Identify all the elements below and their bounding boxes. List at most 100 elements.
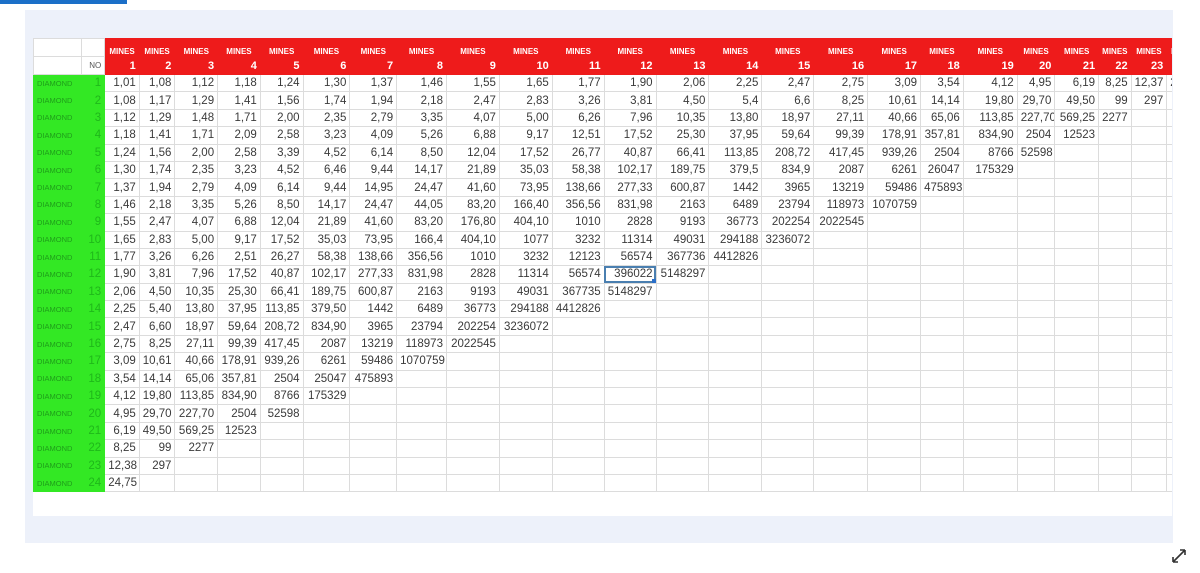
table-cell[interactable] (1130, 317, 1168, 336)
table-cell[interactable]: 2,47 (138, 213, 176, 232)
table-cell[interactable]: 1,71 (217, 108, 261, 128)
table-cell[interactable] (1098, 456, 1132, 475)
table-cell[interactable]: 834,90 (962, 126, 1018, 145)
table-cell[interactable]: 297 (138, 456, 176, 475)
table-cell[interactable] (1054, 195, 1100, 215)
table-cell[interactable]: 2,09 (217, 126, 261, 145)
table-cell[interactable] (962, 300, 1018, 319)
table-cell[interactable]: 9193 (655, 213, 710, 232)
row-label-diamond[interactable]: DIAMOND (33, 387, 82, 406)
header-mines-number[interactable]: 3 (174, 56, 219, 75)
table-cell[interactable]: 2,51 (217, 247, 261, 267)
table-cell[interactable]: 3,54 (104, 369, 140, 389)
table-cell[interactable]: 12,37 (1130, 73, 1168, 93)
header-mines-number[interactable]: 8 (396, 56, 447, 75)
table-cell[interactable] (708, 421, 763, 441)
table-cell[interactable]: 176,80 (445, 213, 500, 232)
table-cell[interactable]: 6,26 (551, 108, 605, 128)
table-cell[interactable]: 13,80 (174, 300, 219, 319)
table-cell[interactable]: 12,51 (551, 126, 605, 145)
table-cell[interactable]: 3965 (349, 317, 398, 336)
table-cell[interactable]: 8,25 (104, 439, 140, 458)
table-cell[interactable] (1098, 213, 1132, 232)
table-cell[interactable] (551, 334, 605, 354)
table-cell[interactable]: 113,85 (962, 108, 1018, 128)
table-cell[interactable] (867, 230, 922, 249)
table-cell[interactable] (962, 439, 1018, 458)
row-number[interactable]: 23 (80, 456, 106, 475)
table-cell[interactable]: 4,52 (259, 160, 304, 180)
table-cell[interactable]: 202254 (445, 317, 500, 336)
table-cell[interactable]: 357,81 (920, 126, 964, 145)
table-cell[interactable]: 66,41 (259, 282, 304, 302)
table-cell[interactable]: 9,44 (349, 160, 398, 180)
table-cell[interactable]: 99 (138, 439, 176, 458)
table-cell[interactable] (551, 473, 605, 493)
table-cell[interactable]: 1,24 (259, 73, 304, 93)
table-cell[interactable] (1054, 352, 1100, 371)
row-label-diamond[interactable]: DIAMOND (33, 230, 82, 249)
row-number[interactable]: 11 (80, 247, 106, 267)
table-cell[interactable]: 6,14 (349, 143, 398, 162)
table-cell[interactable]: 1,37 (104, 178, 140, 197)
table-cell[interactable] (603, 439, 657, 458)
table-cell[interactable]: 5,26 (217, 195, 261, 215)
header-mines-label[interactable]: MINES (1054, 38, 1100, 57)
table-cell[interactable] (498, 473, 553, 493)
table-cell[interactable]: 12,04 (445, 143, 500, 162)
table-cell[interactable] (1054, 160, 1100, 180)
table-cell[interactable]: 1,08 (104, 91, 140, 110)
table-cell[interactable]: 12523 (217, 421, 261, 441)
table-cell[interactable] (551, 317, 605, 336)
table-cell[interactable] (603, 317, 657, 336)
table-cell[interactable] (445, 473, 500, 493)
header-mines-number[interactable]: 1 (104, 56, 140, 75)
table-cell[interactable] (1166, 195, 1172, 215)
table-cell[interactable]: 24,47 (396, 178, 447, 197)
table-cell[interactable]: 3,81 (603, 91, 657, 110)
header-mines-label[interactable]: MINES (217, 38, 261, 57)
table-cell[interactable]: 1010 (551, 213, 605, 232)
row-number[interactable]: 18 (80, 369, 106, 389)
table-cell[interactable]: 9193 (445, 282, 500, 302)
table-cell[interactable]: 3,26 (138, 247, 176, 267)
table-cell[interactable] (551, 404, 605, 423)
table-cell[interactable]: 2828 (445, 265, 500, 284)
table-cell[interactable] (1098, 473, 1132, 493)
table-cell[interactable]: 29,70 (1016, 91, 1056, 110)
header-mines-number[interactable]: 18 (920, 56, 964, 75)
table-cell[interactable]: 4,07 (445, 108, 500, 128)
table-cell[interactable]: 189,75 (302, 282, 351, 302)
table-cell[interactable] (962, 387, 1018, 406)
table-cell[interactable]: 1,29 (174, 91, 219, 110)
table-cell[interactable]: 27,11 (813, 108, 869, 128)
table-cell[interactable] (655, 300, 710, 319)
table-cell[interactable] (1130, 230, 1168, 249)
table-cell[interactable] (1166, 334, 1172, 354)
table-cell[interactable] (867, 300, 922, 319)
row-label-diamond[interactable]: DIAMOND (33, 160, 82, 180)
table-cell[interactable]: 52598 (259, 404, 304, 423)
table-cell[interactable]: 1,94 (138, 178, 176, 197)
table-cell[interactable] (1130, 108, 1168, 128)
header-mines-number[interactable]: 15 (761, 56, 815, 75)
table-cell[interactable]: 8,25 (1098, 73, 1132, 93)
table-cell[interactable] (962, 473, 1018, 493)
table-cell[interactable] (1054, 143, 1100, 162)
table-cell[interactable] (761, 439, 815, 458)
table-cell[interactable]: 4,12 (104, 387, 140, 406)
table-cell[interactable] (396, 439, 447, 458)
table-cell[interactable] (1098, 352, 1132, 371)
table-cell[interactable] (259, 421, 304, 441)
table-cell[interactable] (1130, 421, 1168, 441)
table-cell[interactable]: 17,52 (259, 230, 304, 249)
table-cell[interactable] (708, 300, 763, 319)
header-mines-label[interactable]: MINES (1016, 38, 1056, 57)
table-cell[interactable]: 4,07 (174, 213, 219, 232)
table-cell[interactable] (302, 473, 351, 493)
table-cell[interactable] (1130, 282, 1168, 302)
table-cell[interactable]: 17,52 (603, 126, 657, 145)
table-cell[interactable]: 3,81 (138, 265, 176, 284)
table-cell[interactable] (396, 421, 447, 441)
table-cell[interactable] (1130, 265, 1168, 284)
